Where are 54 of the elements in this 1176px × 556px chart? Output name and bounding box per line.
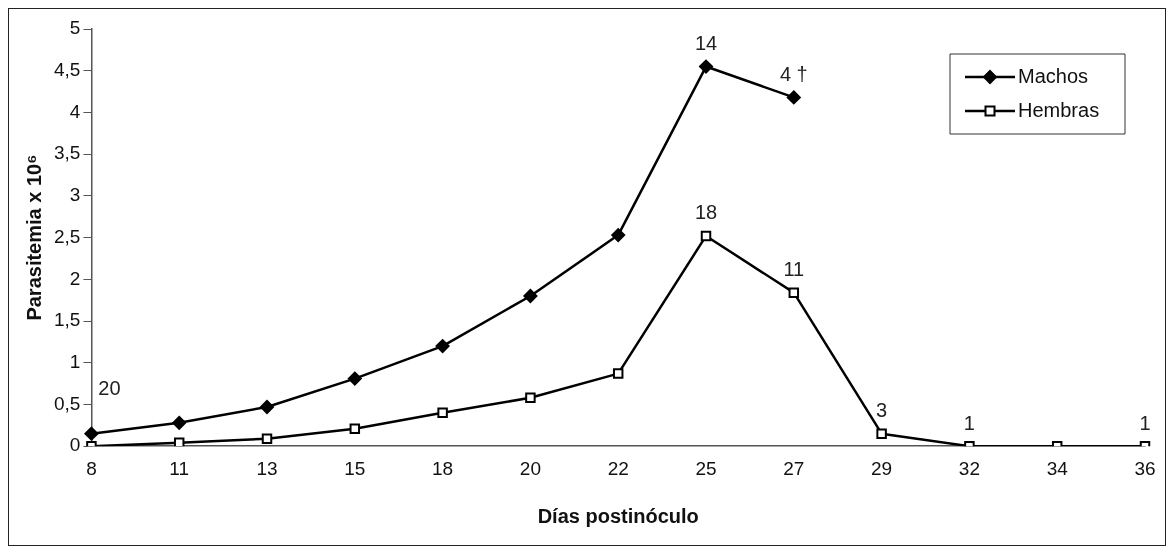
y-axis-title: Parasitemia x 10⁶ (22, 154, 45, 321)
x-tick-label: 8 (86, 457, 97, 479)
point (261, 433, 273, 444)
y-tick-label: 1,5 (53, 309, 81, 331)
point (523, 289, 538, 304)
annotation: 3 (876, 399, 888, 422)
y-tick-label: 4,5 (53, 58, 81, 80)
y-tick-label: 3,5 (53, 142, 81, 164)
y-tick-label: 4 (69, 100, 81, 122)
point (525, 392, 536, 404)
point (347, 371, 362, 386)
x-tick-label: 34 (1046, 457, 1069, 479)
y-tick-label: 5 (69, 17, 81, 39)
x-tick-label: 25 (695, 457, 717, 479)
point (435, 339, 450, 354)
point (788, 287, 800, 298)
point (786, 90, 801, 105)
x-tick-label: 15 (344, 457, 366, 479)
point (611, 228, 626, 243)
y-tick-label: 0,5 (53, 392, 81, 414)
y-tick-label: 0 (69, 434, 81, 456)
x-tick-label: 20 (519, 457, 541, 479)
y-tick-label: 3 (69, 184, 81, 206)
x-tick-label: 13 (256, 457, 278, 479)
annotation: 4 † (779, 62, 808, 85)
point (349, 423, 361, 434)
point (612, 368, 624, 379)
point (260, 399, 275, 414)
x-axis-title: Días postinóculo (537, 504, 699, 527)
legend-label: Hembras (1018, 98, 1100, 121)
legend-label: Machos (1018, 64, 1089, 87)
point (699, 59, 714, 74)
annotation: 1 (1139, 411, 1151, 434)
x-tick-label: 27 (783, 457, 805, 479)
y-tick-label: 1 (69, 350, 81, 372)
x-tick-label: 29 (871, 457, 893, 479)
point (173, 437, 185, 447)
point (172, 415, 187, 430)
point (84, 426, 99, 441)
y-tick-label: 2,5 (53, 225, 81, 247)
x-tick-label: 11 (169, 457, 190, 479)
x-tick-label: 36 (1134, 457, 1156, 479)
point (700, 230, 712, 242)
annotation: 14 (694, 32, 718, 55)
annotation: 20 (98, 377, 121, 400)
x-tick-label: 18 (432, 457, 454, 479)
x-tick-label: 22 (607, 457, 629, 479)
annotation: 1 (963, 411, 975, 434)
point (437, 407, 448, 419)
annotation: 18 (694, 201, 718, 224)
point (876, 428, 887, 439)
x-tick-label: 32 (958, 457, 980, 479)
annotation: 11 (783, 258, 805, 281)
y-tick-label: 2 (69, 267, 81, 289)
